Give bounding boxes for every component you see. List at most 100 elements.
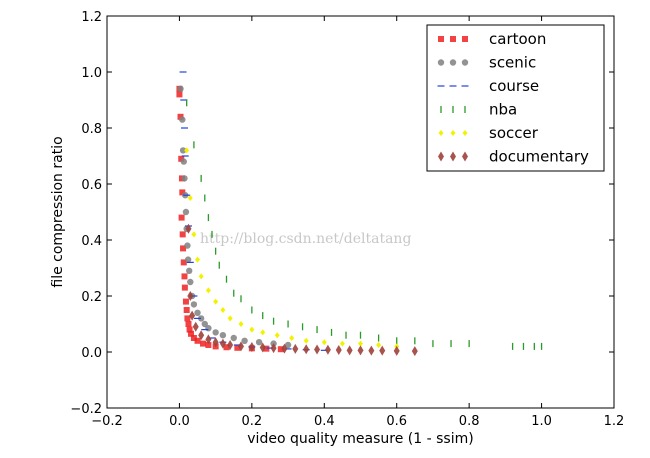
data-point-soccer [220,307,226,313]
data-point-soccer [205,287,211,294]
y-tick-label: 0.2 [81,290,102,305]
watermark-text: http://blog.csdn.net/deltatang [200,231,411,247]
x-tick-label: 0.8 [459,414,480,429]
legend: cartoon scenic course nba soccer documentary [426,24,605,172]
data-point-scenic [184,242,191,249]
series-course [179,71,328,351]
data-point-cartoon [205,342,212,348]
data-point-documentary [205,334,212,345]
data-point-cartoon [183,307,190,313]
data-point-cartoon [199,340,206,347]
plot-frame [106,15,615,409]
data-marks [176,71,543,357]
data-point-scenic [284,341,292,349]
data-point-scenic [181,175,188,182]
data-point-soccer [274,332,280,339]
data-point-cartoon [181,284,188,291]
legend-marker-scenic [449,59,457,66]
data-point-cartoon [177,113,184,120]
data-point-scenic [184,256,192,263]
y-tick-label: 1.2 [81,10,102,25]
data-point-cartoon [179,231,186,238]
data-point-scenic [194,309,201,316]
data-point-cartoon [263,345,270,352]
data-point-soccer [187,195,193,201]
data-point-documentary [219,338,226,349]
data-point-documentary [189,310,196,321]
data-point-cartoon [188,330,195,337]
legend-marker-cartoon [462,36,468,42]
data-point-documentary [281,343,288,354]
data-point-documentary [324,344,331,355]
data-point-documentary [237,341,244,352]
data-point-cartoon [277,346,284,353]
data-point-scenic [230,334,237,342]
x-tick-label: 1.2 [604,414,625,429]
axis-ticks: −0.2 0.0 0.2 0.4 0.6 0.8 1.0 1.2 −0.2 0.0 0.2 0.4 0.… [70,10,624,429]
data-point-cartoon [178,214,185,221]
data-point-scenic [219,332,227,339]
series-nba [186,99,543,350]
data-point-soccer [260,329,266,336]
data-point-scenic [212,329,219,336]
x-tick-label: 0.6 [386,414,407,429]
data-point-documentary [335,345,342,356]
data-point-soccer [358,340,363,347]
y-axis-label: file compression ratio [50,136,66,287]
data-point-scenic [186,267,193,274]
legend-label-cartoon: cartoon [489,30,546,48]
data-point-documentary [192,321,199,332]
legend-marker-soccer [438,130,444,136]
data-point-cartoon [194,337,201,344]
data-point-scenic [179,116,186,123]
legend-marker-soccer [450,130,456,136]
legend-label-soccer: soccer [489,124,539,142]
data-point-cartoon [182,298,189,305]
data-point-cartoon [180,259,187,266]
x-tick-label: 0.2 [242,414,263,429]
data-point-soccer [376,342,382,348]
data-point-cartoon [176,91,183,98]
data-point-documentary [270,343,277,354]
data-point-cartoon [181,273,188,280]
data-point-documentary [346,345,353,356]
data-point-soccer [191,231,197,238]
data-point-documentary [379,345,386,356]
data-point-documentary [187,291,194,301]
data-point-soccer [303,337,309,344]
data-point-soccer [184,147,190,154]
data-point-soccer [198,273,204,280]
legend-label-course: course [489,77,539,95]
series-soccer [184,147,400,350]
data-point-scenic [180,158,187,165]
data-point-scenic [187,278,194,286]
data-point-soccer [289,335,295,341]
data-point-scenic [177,85,184,93]
legend-label-documentary: documentary [489,148,589,166]
data-point-documentary [314,344,321,355]
y-tick-label: −0.2 [70,402,102,417]
data-point-documentary [212,337,219,348]
data-point-cartoon [190,335,197,341]
data-point-scenic [241,337,248,344]
data-point-cartoon [234,344,241,351]
data-point-documentary [227,340,234,350]
data-point-cartoon [178,155,185,162]
x-tick-label: 0.4 [314,414,335,429]
data-point-scenic [190,301,198,308]
y-tick-label: 0.0 [81,346,102,361]
data-point-documentary [259,342,266,353]
data-point-soccer [213,298,219,305]
legend-marker-documentary [462,151,468,162]
x-tick-label: −0.2 [91,414,123,429]
x-tick-label: 0.0 [169,414,190,429]
data-point-scenic [255,339,263,346]
data-point-cartoon [179,189,186,196]
legend-marker-documentary [438,151,444,162]
x-axis-label: video quality measure (1 - ssim) [247,431,473,447]
y-tick-label: 0.4 [81,234,102,249]
data-point-documentary [248,341,255,352]
data-point-documentary [198,330,205,341]
data-point-soccer [249,326,255,333]
x-tick-label: 1.0 [531,414,552,429]
